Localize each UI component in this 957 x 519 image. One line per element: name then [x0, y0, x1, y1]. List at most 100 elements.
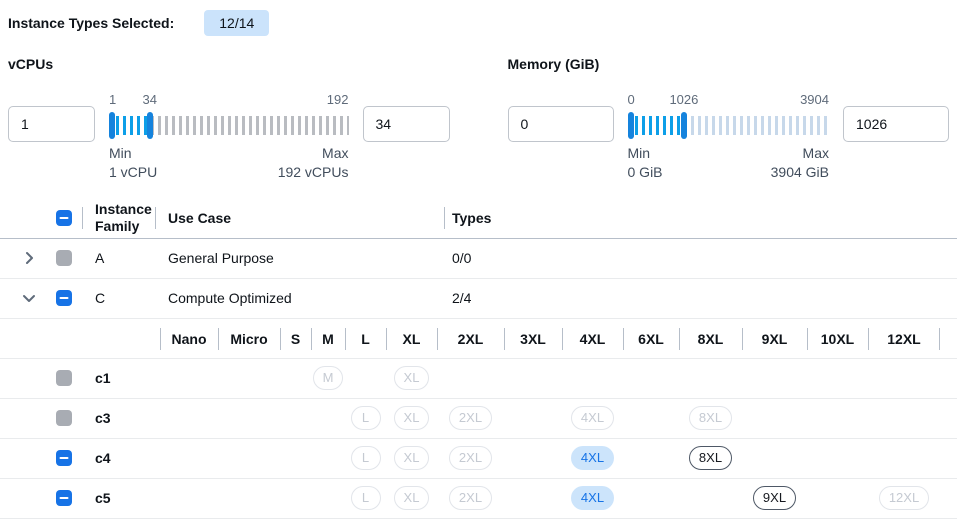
size-column-header: L	[345, 319, 386, 359]
filters-section: vCPUs 1 34 192 Min 1 vCPU	[0, 56, 957, 182]
column-header-types: Types	[444, 210, 957, 228]
size-pill-4xl-selected[interactable]: 4XL	[570, 486, 615, 511]
selection-summary-bar: Instance Types Selected: 12/14	[0, 0, 957, 38]
family-row-c: C Compute Optimized 2/4	[0, 279, 957, 319]
size-column-header: S	[280, 319, 311, 359]
size-column-header: Nano	[160, 319, 218, 359]
use-case-cell: Compute Optimized	[168, 290, 292, 307]
min-label: Min	[627, 145, 651, 161]
size-column-header: 6XL	[623, 319, 679, 359]
instance-name: c5	[95, 490, 111, 507]
max-label: Max	[802, 145, 829, 161]
family-row-a: A General Purpose 0/0	[0, 239, 957, 279]
size-column-header: M	[311, 319, 345, 359]
vcpus-max-input[interactable]	[362, 106, 450, 142]
size-pill-xl: XL	[393, 366, 430, 391]
max-value: 3904 GiB	[770, 163, 829, 180]
family-checkbox-disabled	[56, 250, 72, 267]
instance-family-table: Instance Family Use Case Types A General…	[0, 199, 957, 519]
vcpus-minmax: Min 1 vCPU Max 192 vCPUs	[109, 144, 349, 182]
vcpus-slider-track[interactable]	[109, 112, 349, 139]
size-column-header: XL	[386, 319, 437, 359]
instance-checkbox-disabled	[56, 410, 72, 427]
size-pill-l: L	[350, 406, 381, 431]
types-count-cell: 2/4	[452, 290, 472, 307]
max-label: Max	[322, 145, 349, 161]
family-checkbox-indeterminate[interactable]	[56, 290, 72, 307]
size-column-header: Micro	[218, 319, 280, 359]
scale-start-label: 0	[627, 92, 635, 107]
memory-max-input[interactable]	[843, 106, 949, 142]
size-pill-8xl[interactable]: 8XL	[688, 446, 733, 471]
size-pill-xl: XL	[393, 406, 430, 431]
vcpus-scale: 1 34 192	[109, 92, 349, 110]
size-column-header: 4XL	[562, 319, 623, 359]
select-all-checkbox[interactable]	[56, 210, 72, 227]
memory-slider-track[interactable]	[627, 112, 829, 139]
memory-min-input[interactable]	[507, 106, 614, 142]
memory-range-slider[interactable]: 0 1026 3904 Min 0 GiB Max 3904	[627, 92, 830, 182]
min-value: 1 vCPU	[109, 163, 158, 180]
table-header-row: Instance Family Use Case Types	[0, 199, 957, 239]
vcpus-min-input[interactable]	[8, 106, 95, 142]
chevron-right-icon[interactable]	[21, 250, 37, 266]
size-pill-m: M	[312, 366, 344, 391]
size-column-header: 3XL	[504, 319, 562, 359]
slider-selected-range	[109, 116, 150, 135]
size-column-header: 2XL	[437, 319, 504, 359]
vcpus-range-slider[interactable]: 1 34 192 Min 1 vCPU Max 192 vC	[109, 92, 349, 182]
max-value: 192 vCPUs	[277, 163, 349, 180]
family-name: A	[95, 250, 105, 267]
size-pill-2xl: 2XL	[448, 406, 493, 431]
size-columns-header-row: Nano Micro S M L XL 2XL 3XL 4XL 6XL 8XL …	[0, 319, 957, 359]
size-column-header: 12XL	[868, 319, 940, 359]
instance-row-c3: c3 L XL 2XL 4XL 8XL	[0, 399, 957, 439]
size-pill-4xl: 4XL	[570, 406, 615, 431]
scale-start-label: 1	[109, 92, 117, 107]
scale-current-label: 1026	[669, 92, 699, 107]
instance-checkbox-indeterminate[interactable]	[56, 450, 72, 467]
size-pill-l: L	[350, 446, 381, 471]
size-column-header: 8XL	[679, 319, 742, 359]
instance-checkbox-disabled	[56, 370, 72, 387]
size-pill-9xl[interactable]: 9XL	[752, 486, 797, 511]
instance-checkbox-indeterminate[interactable]	[56, 490, 72, 507]
column-header-instance-family: Instance Family	[82, 201, 155, 236]
vcpus-slider-handle-min[interactable]	[109, 112, 115, 139]
size-pill-l: L	[350, 486, 381, 511]
size-pill-8xl: 8XL	[688, 406, 733, 431]
size-column-header: 9XL	[742, 319, 807, 359]
scale-current-label: 34	[142, 92, 157, 107]
size-pill-2xl: 2XL	[448, 486, 493, 511]
family-name: C	[95, 290, 106, 307]
scale-end-label: 3904	[800, 92, 829, 107]
instance-name: c3	[95, 410, 111, 427]
instance-types-selected-label: Instance Types Selected:	[8, 15, 175, 31]
instance-row-c4: c4 L XL 2XL 4XL 8XL	[0, 439, 957, 479]
memory-label: Memory (GiB)	[507, 56, 600, 72]
selected-count-badge: 12/14	[204, 10, 270, 36]
size-pill-xl: XL	[393, 486, 430, 511]
size-pill-4xl-selected[interactable]: 4XL	[570, 446, 615, 471]
vcpus-filter: vCPUs 1 34 192 Min 1 vCPU	[8, 56, 450, 182]
size-pill-2xl: 2XL	[448, 446, 493, 471]
size-pill-12xl: 12XL	[878, 486, 930, 511]
types-count-cell: 0/0	[452, 250, 472, 267]
use-case-cell: General Purpose	[168, 250, 274, 267]
memory-slider-handle-min[interactable]	[627, 112, 634, 139]
vcpus-label: vCPUs	[8, 56, 54, 72]
min-label: Min	[109, 145, 132, 161]
size-pill-xl: XL	[393, 446, 430, 471]
memory-slider-handle-max[interactable]	[680, 112, 687, 139]
memory-scale: 0 1026 3904	[628, 92, 830, 110]
instance-row-c5: c5 L XL 2XL 4XL 9XL 12XL	[0, 479, 957, 519]
column-header-use-case: Use Case	[155, 210, 444, 228]
min-value: 0 GiB	[627, 163, 663, 180]
memory-minmax: Min 0 GiB Max 3904 GiB	[628, 144, 830, 182]
chevron-down-icon[interactable]	[21, 290, 37, 306]
scale-end-label: 192	[326, 92, 349, 107]
memory-filter: Memory (GiB) 0 1026 3904 Min 0 GiB	[507, 56, 949, 182]
vcpus-slider-handle-max[interactable]	[146, 112, 153, 139]
instance-name: c1	[95, 370, 111, 387]
size-column-header: 10XL	[807, 319, 868, 359]
